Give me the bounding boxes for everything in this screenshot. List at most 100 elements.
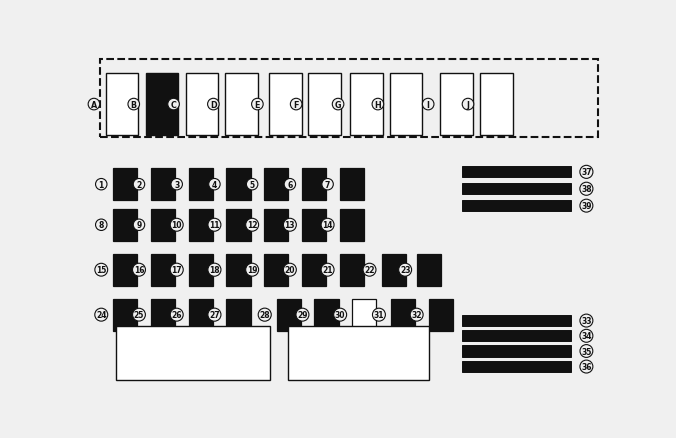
Bar — [391, 299, 415, 331]
Bar — [151, 299, 175, 331]
Text: D: D — [210, 100, 217, 110]
Text: 30: 30 — [335, 311, 345, 319]
Bar — [114, 209, 137, 241]
Bar — [462, 167, 571, 178]
Text: J: J — [466, 100, 470, 110]
Bar — [314, 299, 339, 331]
Bar — [302, 209, 326, 241]
Text: 24: 24 — [96, 311, 107, 319]
Bar — [276, 299, 301, 331]
Bar — [189, 254, 213, 286]
Text: 28: 28 — [260, 311, 270, 319]
Bar — [480, 74, 512, 136]
Bar — [151, 209, 175, 241]
Text: 6: 6 — [287, 180, 293, 189]
Text: 12: 12 — [247, 221, 258, 230]
Bar — [226, 209, 251, 241]
Text: 21: 21 — [322, 265, 333, 275]
Bar — [189, 299, 213, 331]
Text: G: G — [335, 100, 341, 110]
Text: 32: 32 — [412, 311, 422, 319]
Bar — [440, 74, 473, 136]
Text: B: B — [130, 100, 137, 110]
Bar — [226, 254, 251, 286]
Bar — [186, 74, 218, 136]
Text: 17: 17 — [172, 265, 182, 275]
Text: 7: 7 — [325, 180, 331, 189]
Text: 25: 25 — [134, 311, 144, 319]
Text: 3: 3 — [174, 180, 179, 189]
Text: 33: 33 — [581, 316, 592, 325]
Text: 10: 10 — [172, 221, 182, 230]
Text: E: E — [255, 100, 260, 110]
Text: 13: 13 — [285, 221, 295, 230]
Text: 16: 16 — [134, 265, 144, 275]
Bar — [462, 184, 571, 195]
Bar — [270, 74, 302, 136]
Bar — [189, 209, 213, 241]
Bar — [308, 74, 341, 136]
Bar — [151, 254, 175, 286]
Text: 14: 14 — [322, 221, 333, 230]
Text: 8: 8 — [99, 221, 104, 230]
Bar — [114, 169, 137, 201]
Bar — [302, 169, 326, 201]
Bar — [462, 361, 571, 372]
Text: 9: 9 — [137, 221, 141, 230]
Bar — [264, 254, 288, 286]
Text: 19: 19 — [247, 265, 258, 275]
Text: 2: 2 — [137, 180, 141, 189]
Bar — [146, 74, 178, 136]
Bar — [462, 346, 571, 357]
Bar — [100, 60, 598, 138]
Bar — [151, 169, 175, 201]
Bar — [288, 326, 429, 380]
Text: 39: 39 — [581, 201, 592, 211]
Text: F: F — [293, 100, 299, 110]
Text: 26: 26 — [172, 311, 182, 319]
Text: 15: 15 — [96, 265, 106, 275]
Text: 22: 22 — [364, 265, 375, 275]
Text: 37: 37 — [581, 168, 592, 177]
Bar — [106, 74, 139, 136]
Bar — [226, 299, 251, 331]
Text: 35: 35 — [581, 347, 592, 356]
Text: C: C — [170, 100, 176, 110]
Bar — [226, 169, 251, 201]
Bar — [350, 74, 383, 136]
Bar — [429, 299, 453, 331]
Bar — [462, 330, 571, 342]
Text: H: H — [375, 100, 381, 110]
Bar — [114, 254, 137, 286]
Text: 27: 27 — [209, 311, 220, 319]
Text: 29: 29 — [297, 311, 308, 319]
Bar — [462, 201, 571, 212]
Text: 5: 5 — [249, 180, 255, 189]
Bar — [390, 74, 422, 136]
Bar — [302, 254, 326, 286]
Text: 20: 20 — [285, 265, 295, 275]
Text: 36: 36 — [581, 362, 592, 371]
Bar — [339, 209, 364, 241]
Text: 18: 18 — [209, 265, 220, 275]
Bar — [264, 169, 288, 201]
Text: I: I — [427, 100, 430, 110]
Bar — [264, 209, 288, 241]
Bar — [381, 254, 406, 286]
Bar — [417, 254, 441, 286]
Text: A: A — [91, 100, 97, 110]
Text: 1: 1 — [99, 180, 104, 189]
Bar — [116, 326, 270, 380]
Text: 4: 4 — [212, 180, 217, 189]
Text: 38: 38 — [581, 185, 592, 194]
Text: 11: 11 — [209, 221, 220, 230]
Bar — [189, 169, 213, 201]
Text: 31: 31 — [374, 311, 384, 319]
Bar — [225, 74, 258, 136]
Text: 34: 34 — [581, 332, 592, 340]
Bar — [339, 254, 364, 286]
Bar — [339, 169, 364, 201]
Text: 23: 23 — [400, 265, 410, 275]
Bar — [352, 299, 377, 331]
Bar — [462, 315, 571, 326]
